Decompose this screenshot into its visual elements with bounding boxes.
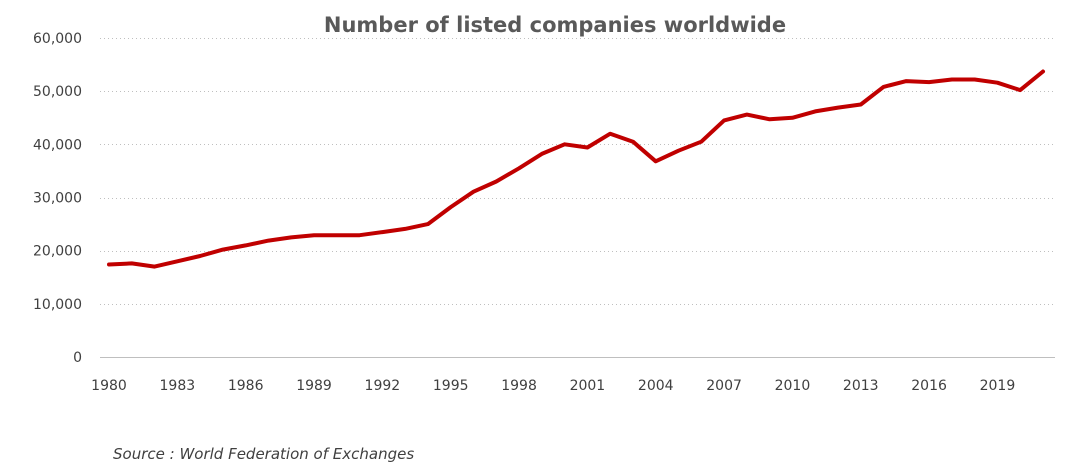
y-tick-label: 30,000 xyxy=(33,191,82,207)
grid-layer xyxy=(100,38,1055,305)
source-note: Source : World Federation of Exchanges xyxy=(113,445,414,462)
x-tick-label: 2007 xyxy=(706,378,742,394)
x-tick-label: 1986 xyxy=(228,378,264,394)
x-tick-label: 1989 xyxy=(296,378,332,394)
x-tick-label: 1992 xyxy=(365,378,401,394)
chart-title: Number of listed companies worldwide xyxy=(324,13,786,37)
series-layer xyxy=(107,69,1045,269)
x-tick-label: 2010 xyxy=(775,378,811,394)
x-tick-label: 1998 xyxy=(501,378,537,394)
y-tick-label: 50,000 xyxy=(33,84,82,100)
x-tick-label: 2013 xyxy=(843,378,879,394)
x-axis: 1980 1983 1986 1989 1992 1995 1998 2001 2004 2007… xyxy=(91,357,1055,394)
y-axis: 0 10,000 20,000 30,000 40,000 50,000 60,000 xyxy=(33,31,82,366)
x-tick-label: 1983 xyxy=(160,378,196,394)
y-tick-label: 10,000 xyxy=(33,297,82,313)
x-tick-label: 2004 xyxy=(638,378,674,394)
y-tick-label: 0 xyxy=(73,350,82,366)
x-tick-label: 2019 xyxy=(980,378,1016,394)
y-tick-label: 60,000 xyxy=(33,31,82,47)
x-tick-label: 1980 xyxy=(91,378,127,394)
y-tick-label: 40,000 xyxy=(33,137,82,153)
x-tick-label: 2016 xyxy=(911,378,947,394)
x-tick-label: 2001 xyxy=(570,378,606,394)
x-tick-label: 1995 xyxy=(433,378,469,394)
y-tick-label: 20,000 xyxy=(33,244,82,260)
series-line xyxy=(107,69,1045,269)
